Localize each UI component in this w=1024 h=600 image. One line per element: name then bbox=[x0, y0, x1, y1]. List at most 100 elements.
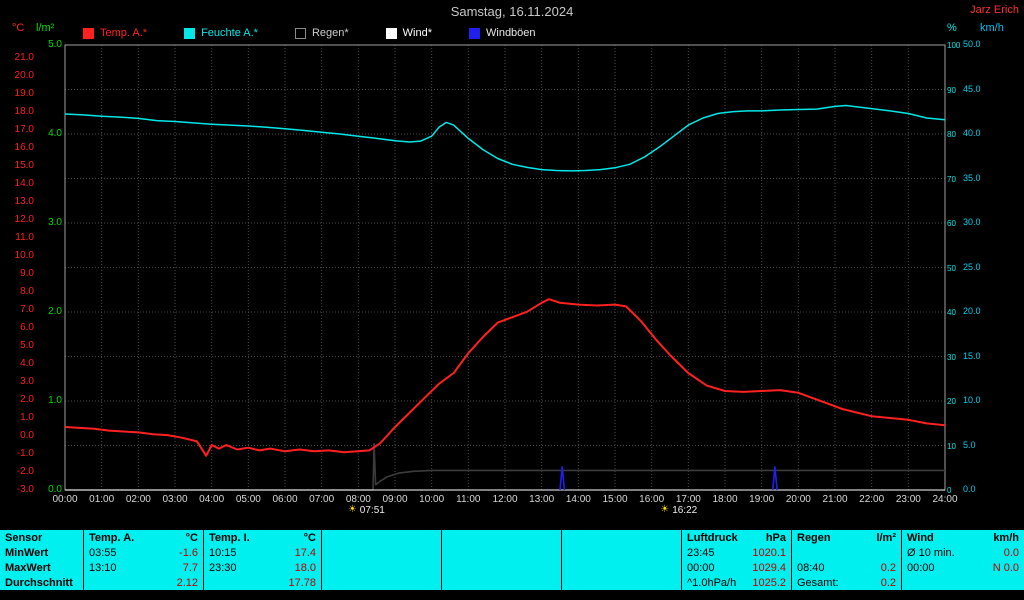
column-unit: °C bbox=[303, 531, 316, 544]
humidity-axis-tick: 80 bbox=[947, 130, 956, 139]
table-header-cell: Luftdruck hPa bbox=[682, 530, 792, 545]
rain-axis-tick: 1.0 bbox=[48, 395, 62, 406]
temp-axis-tick: -1.0 bbox=[16, 448, 34, 459]
cell-value: 0.2 bbox=[880, 576, 896, 589]
legend-item: Temp. A.* bbox=[83, 27, 147, 39]
cell-time: 00:00 bbox=[687, 561, 715, 574]
time-axis-tick: 08:00 bbox=[345, 494, 371, 505]
table-cell: 08:40 0.2 bbox=[792, 560, 902, 575]
table-cell: 03:55 -1.6 bbox=[84, 545, 204, 560]
humidity-axis-tick: 40 bbox=[947, 308, 956, 317]
sunrise-marker: ☀ 07:51 bbox=[348, 504, 385, 516]
cell-value: 0.0 bbox=[1003, 546, 1019, 559]
humidity-axis-tick: 10 bbox=[947, 441, 956, 451]
time-axis-tick: 12:00 bbox=[492, 494, 518, 505]
time-axis-tick: 06:00 bbox=[272, 494, 298, 505]
rain-axis-tick: 3.0 bbox=[48, 217, 62, 228]
table-cell: 23:45 1020.1 bbox=[682, 545, 792, 560]
wind-axis-tick: 10.0 bbox=[963, 395, 981, 405]
table-cell: 10:15 17.4 bbox=[204, 545, 322, 560]
rain-axis-unit: l/m² bbox=[36, 22, 55, 34]
table-cell: 00:00 N 0.0 bbox=[902, 560, 1024, 575]
column-header: Temp. I. bbox=[209, 531, 250, 544]
cell-time: 23:45 bbox=[687, 546, 715, 559]
cell-time: 00:00 bbox=[907, 561, 935, 574]
table-cell bbox=[322, 560, 442, 575]
wind-axis-tick: 50.0 bbox=[963, 39, 981, 49]
temp-axis-tick: 16.0 bbox=[14, 142, 34, 153]
temp-axis-tick: -3.0 bbox=[16, 484, 34, 495]
legend-label: Wind* bbox=[402, 27, 432, 39]
wind-axis-tick: 5.0 bbox=[963, 439, 976, 450]
legend-label: Temp. A.* bbox=[100, 27, 148, 39]
wind-axis-tick: 20.0 bbox=[963, 306, 981, 316]
time-axis-tick: 07:00 bbox=[309, 494, 335, 505]
temp-axis-tick: -2.0 bbox=[16, 466, 34, 477]
temp-axis-tick: 6.0 bbox=[20, 322, 34, 333]
cell-time: 13:10 bbox=[89, 561, 117, 574]
column-unit: °C bbox=[185, 531, 198, 544]
table-header-cell bbox=[322, 530, 442, 545]
time-axis-tick: 11:00 bbox=[456, 494, 481, 505]
rain-axis-tick: 2.0 bbox=[48, 306, 62, 317]
time-axis-tick: 00:00 bbox=[52, 494, 78, 505]
stats-table: Sensor Temp. A. °C Temp. I. °C Luftdruck hPa Re… bbox=[0, 530, 1024, 590]
table-header-cell: Temp. A. °C bbox=[84, 530, 204, 545]
cell-value: 7.7 bbox=[182, 561, 198, 574]
temp-axis-tick: 9.0 bbox=[20, 268, 34, 279]
table-row-label: MinWert bbox=[0, 545, 84, 560]
cell-time: 23:30 bbox=[209, 561, 237, 574]
windb-en-legend-swatch-icon bbox=[469, 27, 480, 39]
cell-time: Ø 10 min. bbox=[907, 546, 955, 559]
humidity-axis-tick: 30 bbox=[947, 352, 956, 362]
temp-line bbox=[64, 298, 946, 457]
time-axis-tick: 20:00 bbox=[785, 494, 811, 505]
time-axis-tick: 10:00 bbox=[419, 494, 445, 505]
time-axis-tick: 23:00 bbox=[895, 494, 921, 505]
wind-axis-tick: 0.0 bbox=[963, 484, 976, 494]
time-axis-tick: 24:00 bbox=[932, 494, 958, 505]
column-header: Luftdruck bbox=[687, 531, 738, 544]
cell-value: 1029.4 bbox=[752, 561, 786, 574]
column-unit: l/m² bbox=[876, 531, 896, 544]
wind-axis-tick: 25.0 bbox=[963, 261, 981, 272]
chart-region: Samstag, 16.11.2024 Jarz Erich °C l/m² %… bbox=[12, 4, 1019, 516]
table-cell bbox=[442, 560, 562, 575]
weather-plot bbox=[64, 44, 946, 491]
time-axis-tick: 21:00 bbox=[822, 494, 848, 505]
legend-label: Regen* bbox=[311, 27, 349, 39]
wind-axis-tick: 45.0 bbox=[963, 83, 981, 94]
time-axis-tick: 16:00 bbox=[639, 494, 665, 505]
gust-marker-1 bbox=[559, 466, 566, 491]
column-header: Temp. A. bbox=[89, 531, 135, 544]
sun-icon: ☀ bbox=[660, 504, 670, 515]
table-cell: 17.78 bbox=[204, 575, 322, 590]
column-unit: hPa bbox=[765, 531, 786, 544]
time-axis-tick: 18:00 bbox=[712, 494, 738, 505]
temp-axis-tick: 4.0 bbox=[20, 358, 34, 369]
time-axis-tick: 01:00 bbox=[89, 494, 115, 505]
legend-item: Windböen bbox=[469, 27, 536, 39]
column-header: Wind bbox=[907, 531, 934, 544]
humidity-axis-tick: 100 bbox=[947, 41, 961, 50]
temp-axis-tick: 13.0 bbox=[14, 196, 34, 207]
cell-time: 03:55 bbox=[89, 546, 117, 559]
sunrise-time: 07:51 bbox=[359, 504, 385, 516]
time-axis-tick: 22:00 bbox=[859, 494, 885, 505]
time-axis-tick: 19:00 bbox=[749, 494, 775, 505]
cell-time: 10:15 bbox=[209, 546, 237, 559]
table-header-cell bbox=[442, 530, 562, 545]
table-cell bbox=[562, 575, 682, 590]
cell-value: -1.6 bbox=[179, 546, 198, 559]
time-axis-tick: 03:00 bbox=[162, 494, 188, 505]
temp-axis-tick: 12.0 bbox=[14, 214, 34, 225]
table-cell: Gesamt: 0.2 bbox=[792, 575, 902, 590]
table-row-label: Sensor bbox=[0, 530, 84, 545]
cell-value: 1025.2 bbox=[752, 576, 786, 589]
table-header-cell bbox=[562, 530, 682, 545]
sunset-marker: ☀ 16:22 bbox=[660, 504, 697, 516]
time-axis-tick: 14:00 bbox=[565, 494, 591, 505]
cell-time: ^1.0hPa/h bbox=[687, 576, 737, 589]
bottom-strip bbox=[0, 590, 1024, 600]
humidity-line bbox=[64, 104, 946, 172]
